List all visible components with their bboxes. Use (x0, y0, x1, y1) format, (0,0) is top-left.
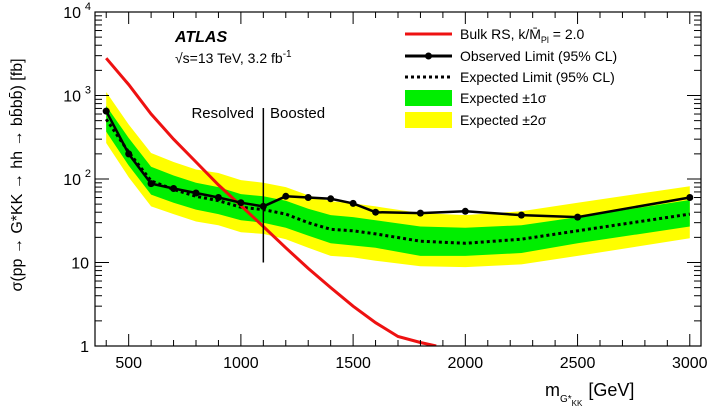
observed-point (686, 194, 694, 201)
x-tick-label: 2500 (560, 355, 596, 372)
observed-point (147, 180, 155, 188)
legend-label-observed: Observed Limit (95% CL) (460, 48, 617, 64)
series-lines (102, 57, 694, 346)
x-axis-title-unit: [GeV] (588, 380, 634, 400)
observed-point (574, 213, 582, 221)
observed-point (461, 207, 469, 215)
x-axis-title-sub2: KK (572, 399, 583, 408)
observed-point (517, 211, 525, 219)
band-1sigma (106, 105, 690, 256)
y-tick-label: 10 (63, 172, 81, 189)
observed-point (327, 195, 335, 203)
energy-label: √s=13 TeV, 3.2 fb (175, 50, 283, 66)
legend-theory-sub: Pl (541, 35, 549, 45)
observed-point (237, 199, 245, 207)
experiment-label: ATLAS (174, 29, 227, 46)
observed-point (304, 194, 312, 201)
observed-limit-line (105, 110, 691, 219)
x-axis-title: mG*KK [GeV] (545, 380, 634, 408)
legend-theory-suffix: = 2.0 (549, 26, 585, 42)
lumi-exponent: -1 (283, 49, 292, 60)
energy-lumi-label: √s=13 TeV, 3.2 fb-1 (175, 49, 292, 66)
x-tick-label: 2000 (448, 355, 484, 372)
y-tick-label: 10 (63, 89, 81, 106)
x-tick-label: 3000 (672, 355, 708, 372)
y-tick-label: 10 (63, 5, 81, 22)
legend-label-band1: Expected ±1σ (460, 90, 547, 106)
observed-point (282, 192, 290, 200)
observed-point (125, 150, 133, 158)
y-tick-label: 1 (80, 339, 89, 356)
legend-swatch-band1 (405, 90, 452, 106)
legend-label-band2: Expected ±2σ (460, 112, 547, 128)
legend: Bulk RS, k/M̄Pl = 2.0 Observed Limit (95… (405, 26, 617, 128)
x-tick-label: 1000 (223, 355, 259, 372)
legend-theory-text: Bulk RS, k/M̄ (460, 26, 541, 42)
observed-point (192, 189, 200, 197)
x-tick-label: 1500 (335, 355, 371, 372)
observed-point (102, 107, 110, 115)
axis-ticks: 500 1000 1500 2000 2500 3000 1 10 10 2 10 3 10 4 (63, 1, 707, 372)
x-axis-title-main: m (545, 380, 560, 400)
observed-point (416, 209, 424, 217)
observed-point (349, 199, 357, 207)
legend-label-expected: Expected Limit (95% CL) (460, 69, 615, 85)
y-tick-exponent: 2 (85, 168, 91, 180)
observed-point (372, 208, 380, 216)
theory-line (105, 57, 437, 346)
y-tick-label: 10 (71, 256, 89, 273)
x-axis-title-sub1: G* (560, 394, 572, 405)
observed-point (214, 194, 222, 201)
region-label-boosted: Boosted (270, 105, 325, 122)
uncertainty-bands (106, 92, 690, 268)
y-tick-exponent: 3 (85, 85, 91, 97)
legend-swatch-band2 (405, 112, 452, 128)
region-label-resolved: Resolved (191, 105, 254, 122)
y-axis-title: σ(pp → G*KK → hh → bb̄bb̄) [fb] (9, 58, 26, 291)
observed-point (170, 185, 178, 192)
x-tick-label: 500 (115, 355, 142, 372)
y-tick-exponent: 4 (85, 1, 91, 13)
legend-label-theory: Bulk RS, k/M̄Pl = 2.0 (460, 26, 585, 45)
legend-swatch-observed-marker (425, 52, 432, 60)
